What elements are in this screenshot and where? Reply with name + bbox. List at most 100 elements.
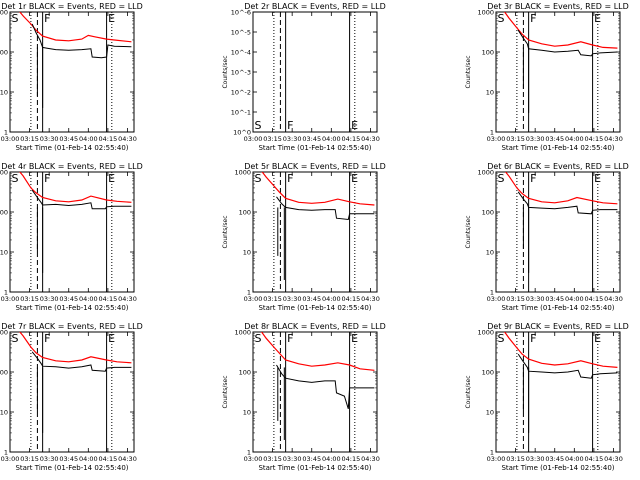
marker-e: E	[351, 172, 358, 185]
marker-f: F	[44, 12, 50, 25]
plot-frame	[9, 11, 135, 133]
y-tick-label: 100	[0, 49, 8, 57]
marker-e: E	[108, 172, 115, 185]
y-tick-label: 1000	[0, 9, 8, 17]
series-events-line	[276, 364, 375, 409]
x-tick-label: 04:30	[118, 295, 137, 303]
x-tick-label: 03:45	[302, 135, 321, 143]
y-tick-label: 10	[486, 249, 494, 257]
marker-s: S	[12, 12, 19, 25]
panel-det-6: Det 6r BLACK = Events, RED = LLD Counts/s…	[465, 162, 629, 312]
x-axis-label: Start Time (01-Feb-14 02:55:40)	[258, 464, 371, 472]
panel-title: Det 6r BLACK = Events, RED = LLD	[487, 162, 629, 171]
panel-title: Det 2r BLACK = Events, RED = LLD	[244, 2, 386, 11]
series-lld-line	[260, 332, 375, 371]
y-tick-label: 1	[490, 129, 494, 137]
y-axis-label: Counts/sec	[222, 215, 229, 248]
panel-det-2: Det 2r BLACK = Events, RED = LLD Counts/s…	[222, 2, 386, 152]
x-tick-label: 04:00	[565, 455, 584, 463]
x-tick-label: 04:15	[99, 295, 118, 303]
x-tick-label: 04:00	[565, 135, 584, 143]
y-tick-label: 1000	[477, 9, 494, 17]
panel-det-8: Det 8r BLACK = Events, RED = LLD Counts/s…	[222, 322, 386, 472]
y-axis-label: Counts/sec	[222, 375, 229, 408]
y-tick-label: 10	[486, 409, 494, 417]
series-events-line	[517, 29, 618, 57]
y-tick-label: 1000	[0, 329, 8, 337]
x-tick-label: 03:00	[244, 135, 263, 143]
y-tick-label: 10^-6	[231, 9, 251, 17]
panel-det-3: Det 3r BLACK = Events, RED = LLD Counts/s…	[465, 2, 629, 152]
panel-det-1: Det 1r BLACK = Events, RED = LLDCounts/s…	[0, 2, 143, 152]
panel-det-9: Det 9r BLACK = Events, RED = LLD Counts/s…	[465, 322, 629, 472]
marker-s: S	[12, 332, 19, 345]
y-axis-label: Counts/sec	[465, 375, 472, 408]
marker-f: F	[44, 172, 50, 185]
y-tick-label: 1000	[0, 169, 8, 177]
y-tick-label: 1	[490, 289, 494, 297]
x-axis-label: Start Time (01-Feb-14 02:55:40)	[501, 304, 614, 312]
y-tick-label: 1000	[477, 329, 494, 337]
x-tick-label: 04:15	[342, 135, 361, 143]
marker-e: E	[351, 119, 358, 132]
y-axis-label: Counts/sec	[465, 215, 472, 248]
x-tick-label: 04:00	[79, 455, 98, 463]
x-tick-label: 03:30	[526, 295, 545, 303]
y-tick-label: 100	[239, 369, 251, 377]
y-tick-label: 10	[243, 409, 251, 417]
x-tick-label: 04:30	[118, 455, 137, 463]
x-tick-label: 04:30	[604, 455, 623, 463]
x-tick-label: 03:15	[506, 135, 525, 143]
x-tick-label: 04:00	[322, 295, 341, 303]
x-axis-label: Start Time (01-Feb-14 02:55:40)	[258, 304, 371, 312]
y-tick-label: 10	[0, 249, 8, 257]
x-tick-label: 03:30	[40, 455, 59, 463]
marker-e: E	[351, 332, 358, 345]
x-tick-label: 03:45	[302, 295, 321, 303]
x-tick-label: 03:30	[283, 455, 302, 463]
x-axis-label: Start Time (01-Feb-14 02:55:40)	[15, 304, 128, 312]
x-tick-label: 03:45	[59, 135, 78, 143]
x-axis-label: Start Time (01-Feb-14 02:55:40)	[258, 144, 371, 152]
x-tick-label: 04:00	[79, 135, 98, 143]
panel-det-5: Det 5r BLACK = Events, RED = LLD Counts/s…	[222, 162, 386, 312]
plot-frame	[252, 331, 378, 453]
series-lld-line	[504, 172, 618, 205]
series-lld-line	[19, 332, 132, 364]
series-events-line	[31, 189, 132, 210]
x-tick-label: 04:15	[585, 295, 604, 303]
y-tick-label: 100	[482, 49, 494, 57]
x-axis-label: Start Time (01-Feb-14 02:55:40)	[15, 464, 128, 472]
x-tick-label: 03:30	[40, 135, 59, 143]
marker-s: S	[498, 12, 505, 25]
y-tick-label: 10	[0, 409, 8, 417]
marker-s: S	[255, 332, 262, 345]
y-tick-label: 10	[486, 89, 494, 97]
marker-e: E	[594, 332, 601, 345]
x-tick-label: 04:30	[604, 135, 623, 143]
y-tick-label: 10	[0, 89, 8, 97]
x-tick-label: 04:00	[565, 295, 584, 303]
y-axis-label: Counts/sec	[465, 55, 472, 88]
x-tick-label: 03:45	[545, 455, 564, 463]
x-tick-label: 04:15	[342, 295, 361, 303]
plot-frame	[495, 331, 621, 453]
marker-s: S	[255, 119, 262, 132]
x-tick-label: 03:45	[302, 455, 321, 463]
x-tick-label: 03:15	[263, 455, 282, 463]
series-lld-line	[19, 12, 132, 43]
marker-f: F	[44, 332, 50, 345]
series-events-line	[517, 353, 618, 379]
x-tick-label: 03:30	[526, 455, 545, 463]
marker-s: S	[498, 332, 505, 345]
marker-f: F	[530, 172, 536, 185]
marker-e: E	[108, 332, 115, 345]
y-tick-label: 10	[243, 249, 251, 257]
y-tick-label: 10^-2	[231, 89, 251, 97]
marker-f: F	[530, 12, 536, 25]
y-tick-label: 100	[239, 209, 251, 217]
series-events-line	[31, 23, 132, 59]
x-tick-label: 04:30	[361, 295, 380, 303]
series-events-line	[517, 191, 618, 215]
marker-s: S	[498, 172, 505, 185]
